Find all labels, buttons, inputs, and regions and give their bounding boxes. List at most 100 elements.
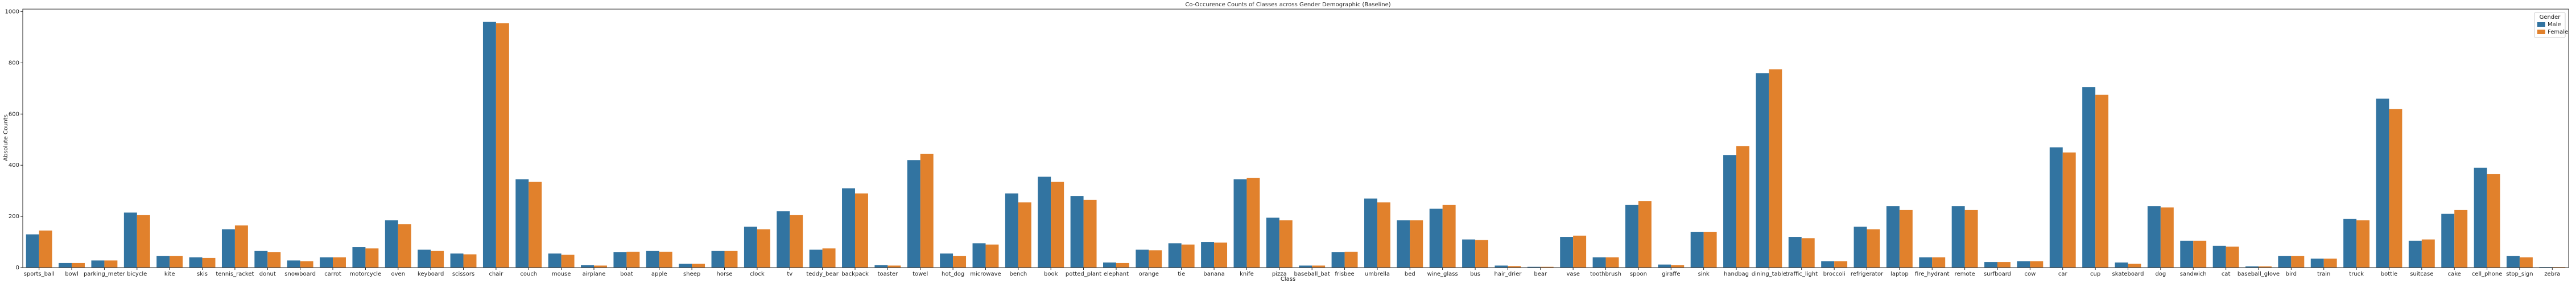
- x-tick-label: traffic_light: [1786, 271, 1818, 277]
- bar: [1592, 257, 1606, 268]
- bar: [2226, 247, 2239, 268]
- bar: [1083, 199, 1097, 268]
- bar: [1233, 179, 1247, 268]
- bar: [1442, 204, 1456, 268]
- bar: [2506, 256, 2520, 268]
- x-tick-label: cow: [2024, 271, 2036, 277]
- bar: [221, 229, 235, 268]
- bar: [1605, 257, 1619, 268]
- bar: [679, 264, 692, 268]
- bar: [450, 253, 464, 268]
- x-tick-label: stop_sign: [2506, 271, 2533, 277]
- bar: [1181, 244, 1195, 268]
- bar: [777, 211, 790, 268]
- x-tick-label: backpack: [841, 271, 869, 277]
- bar: [72, 263, 85, 268]
- x-tick-label: toaster: [878, 271, 898, 277]
- x-tick-label: oven: [391, 271, 406, 277]
- bar: [1377, 202, 1390, 268]
- x-tick-label: sheep: [683, 271, 700, 277]
- bar: [1964, 210, 1978, 268]
- bar: [1312, 265, 1326, 268]
- x-tick-label: dining_table: [1752, 271, 1786, 277]
- bar: [418, 249, 431, 268]
- bar: [1331, 252, 1345, 268]
- x-tick-label: toothbrush: [1590, 271, 1621, 277]
- bar: [1103, 263, 1116, 268]
- x-tick-label: bench: [1009, 271, 1027, 277]
- x-axis-label: Class: [1281, 276, 1295, 282]
- bar: [1410, 220, 1423, 268]
- bar: [692, 264, 705, 268]
- bar: [2389, 109, 2402, 268]
- bar: [1853, 227, 1867, 268]
- bar: [920, 153, 934, 268]
- x-tick-label: frisbee: [1335, 271, 1354, 277]
- bar: [1279, 220, 1293, 268]
- bar: [874, 265, 888, 268]
- legend-title: Gender: [2540, 14, 2561, 20]
- x-tick-label: hot_dog: [942, 271, 964, 277]
- bar: [1070, 196, 1084, 268]
- bar: [790, 215, 803, 268]
- x-tick-label: truck: [2349, 271, 2364, 277]
- bar: [2376, 99, 2389, 268]
- bar: [482, 22, 496, 268]
- bar: [1919, 257, 1933, 268]
- x-tick-label: remote: [1955, 271, 1975, 277]
- x-tick-label: car: [2058, 271, 2068, 277]
- bar: [2030, 261, 2044, 268]
- bar: [1834, 261, 1848, 268]
- bar: [385, 220, 398, 268]
- bar: [1168, 243, 1182, 268]
- bar: [1364, 198, 1377, 268]
- bar: [123, 212, 137, 268]
- bar: [2258, 266, 2272, 268]
- y-axis-label: Absolute Counts: [3, 114, 9, 161]
- bar: [1690, 232, 1704, 268]
- x-tick-label: chair: [489, 271, 503, 277]
- bar: [1540, 266, 1554, 268]
- bar: [1801, 238, 1815, 268]
- bar: [744, 227, 757, 268]
- bar: [724, 251, 738, 268]
- x-tick-label: tv: [787, 271, 792, 277]
- legend-label: Male: [2548, 22, 2561, 28]
- bar: [1899, 210, 1913, 268]
- bar: [1573, 235, 1587, 268]
- bar: [91, 260, 105, 268]
- bar: [254, 251, 268, 268]
- legend-swatch: [2537, 30, 2545, 34]
- y-tick-label: 200: [9, 214, 19, 220]
- x-tick-label: wine_glass: [1427, 271, 1458, 277]
- bar: [1703, 232, 1717, 268]
- x-tick-label: fire_hydrant: [1915, 271, 1950, 277]
- bar: [626, 252, 640, 268]
- bar: [2278, 256, 2292, 268]
- bar: [1867, 229, 1880, 268]
- x-tick-label: teddy_bear: [806, 271, 839, 277]
- x-tick-label: bicycle: [127, 271, 147, 277]
- x-tick-label: cell_phone: [2472, 271, 2503, 277]
- x-tick-label: tennis_racket: [216, 271, 254, 277]
- x-tick-label: hair_drier: [1494, 271, 1522, 277]
- x-tick-label: potted_plant: [1066, 271, 1101, 277]
- bar: [972, 243, 986, 268]
- bar: [137, 215, 150, 268]
- bar: [2147, 206, 2161, 268]
- bar: [2291, 256, 2305, 268]
- bar: [613, 252, 627, 268]
- bar: [1886, 206, 1900, 268]
- x-tick-label: skateboard: [2112, 271, 2144, 277]
- x-tick-label: bus: [1470, 271, 1480, 277]
- bar: [2356, 220, 2370, 268]
- bar: [1769, 69, 1782, 268]
- bar: [2049, 147, 2063, 268]
- bar: [26, 234, 39, 268]
- bar: [39, 230, 52, 268]
- bar: [431, 251, 444, 268]
- bar: [1201, 242, 1215, 268]
- bar: [907, 160, 920, 268]
- bar: [561, 255, 575, 268]
- bar: [2245, 266, 2259, 268]
